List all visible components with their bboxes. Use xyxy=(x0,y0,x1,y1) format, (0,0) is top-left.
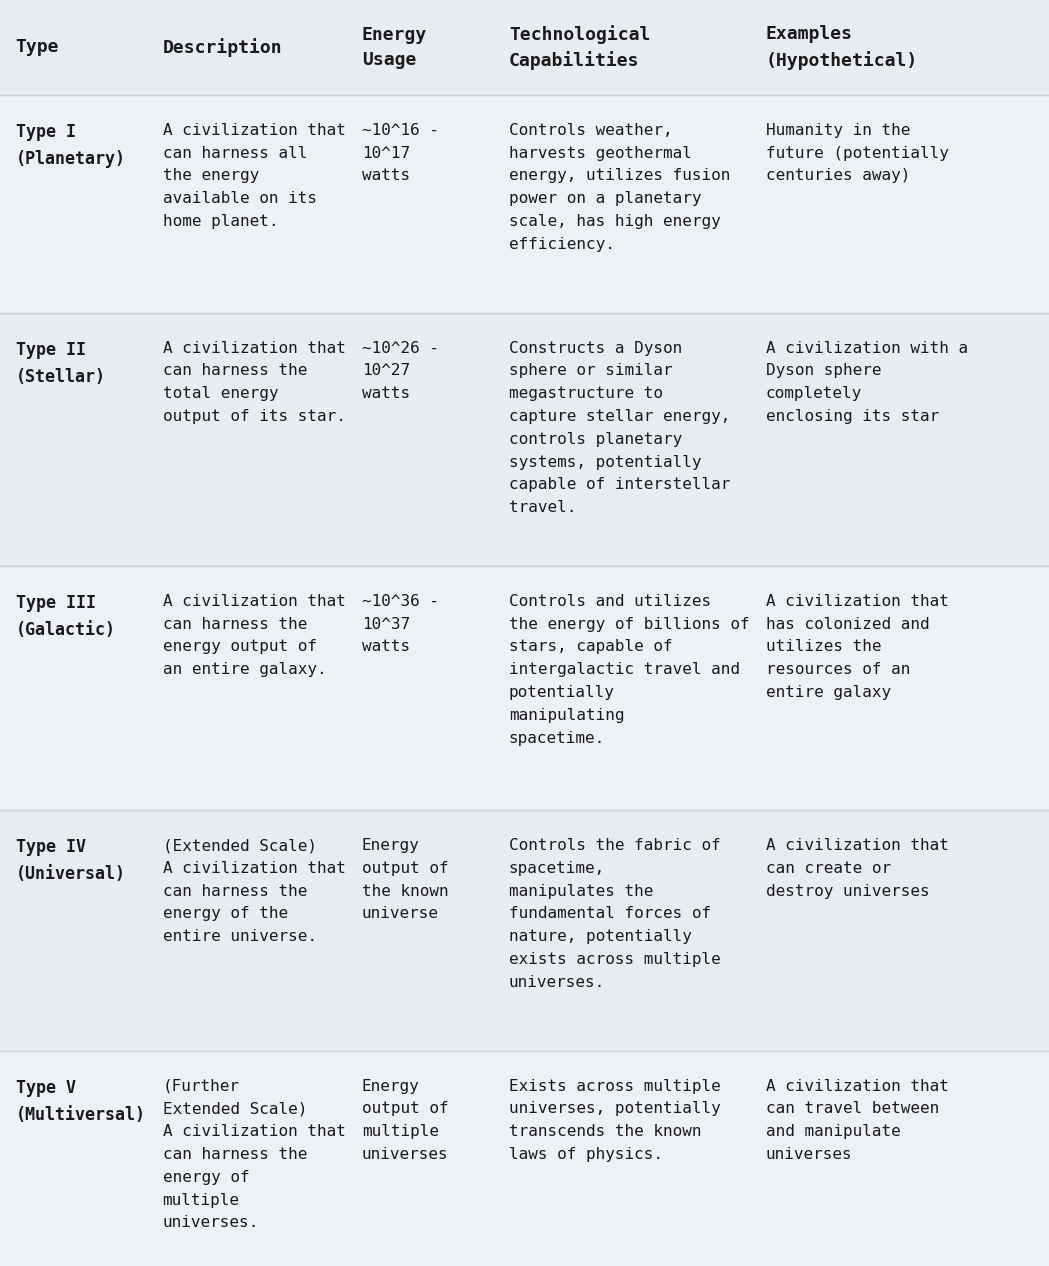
Text: Exists across multiple
universes, potentially
transcends the known
laws of physi: Exists across multiple universes, potent… xyxy=(509,1079,721,1162)
Text: Energy
Usage: Energy Usage xyxy=(362,27,427,68)
Bar xyxy=(0,810,1049,1051)
Text: (Further
Extended Scale)
A civilization that
can harness the
energy of
multiple
: (Further Extended Scale) A civilization … xyxy=(163,1079,345,1231)
Text: Controls and utilizes
the energy of billions of
stars, capable of
intergalactic : Controls and utilizes the energy of bill… xyxy=(509,594,749,746)
Text: Energy
output of
the known
universe: Energy output of the known universe xyxy=(362,838,449,922)
Bar xyxy=(0,566,1049,810)
Text: Humanity in the
future (potentially
centuries away): Humanity in the future (potentially cent… xyxy=(766,123,948,184)
Text: Technological
Capabilities: Technological Capabilities xyxy=(509,25,650,70)
Text: Controls weather,
harvests geothermal
energy, utilizes fusion
power on a planeta: Controls weather, harvests geothermal en… xyxy=(509,123,730,252)
Bar xyxy=(0,1051,1049,1266)
Text: A civilization that
can harness the
total energy
output of its star.: A civilization that can harness the tota… xyxy=(163,341,345,424)
Text: ~10^36 -
10^37
watts: ~10^36 - 10^37 watts xyxy=(362,594,438,655)
Text: Examples
(Hypothetical): Examples (Hypothetical) xyxy=(766,25,918,70)
Text: A civilization that
has colonized and
utilizes the
resources of an
entire galaxy: A civilization that has colonized and ut… xyxy=(766,594,948,700)
Text: Description: Description xyxy=(163,38,282,57)
Text: ~10^16 -
10^17
watts: ~10^16 - 10^17 watts xyxy=(362,123,438,184)
Text: Type I
(Planetary): Type I (Planetary) xyxy=(16,123,126,168)
Text: A civilization that
can travel between
and manipulate
universes: A civilization that can travel between a… xyxy=(766,1079,948,1162)
Text: A civilization that
can harness the
energy output of
an entire galaxy.: A civilization that can harness the ener… xyxy=(163,594,345,677)
Bar xyxy=(0,95,1049,313)
Text: Type III
(Galactic): Type III (Galactic) xyxy=(16,594,115,639)
Text: Constructs a Dyson
sphere or similar
megastructure to
capture stellar energy,
co: Constructs a Dyson sphere or similar meg… xyxy=(509,341,730,515)
Text: Energy
output of
multiple
universes: Energy output of multiple universes xyxy=(362,1079,449,1162)
Text: A civilization with a
Dyson sphere
completely
enclosing its star: A civilization with a Dyson sphere compl… xyxy=(766,341,968,424)
Text: Type IV
(Universal): Type IV (Universal) xyxy=(16,838,126,884)
Text: (Extended Scale)
A civilization that
can harness the
energy of the
entire univer: (Extended Scale) A civilization that can… xyxy=(163,838,345,944)
Text: ~10^26 -
10^27
watts: ~10^26 - 10^27 watts xyxy=(362,341,438,401)
Text: Type V
(Multiversal): Type V (Multiversal) xyxy=(16,1079,146,1124)
Text: A civilization that
can harness all
the energy
available on its
home planet.: A civilization that can harness all the … xyxy=(163,123,345,229)
Text: Type II
(Stellar): Type II (Stellar) xyxy=(16,341,106,386)
Text: A civilization that
can create or
destroy universes: A civilization that can create or destro… xyxy=(766,838,948,899)
Text: Controls the fabric of
spacetime,
manipulates the
fundamental forces of
nature, : Controls the fabric of spacetime, manipu… xyxy=(509,838,721,990)
Text: Type: Type xyxy=(16,38,59,57)
Bar xyxy=(0,313,1049,566)
